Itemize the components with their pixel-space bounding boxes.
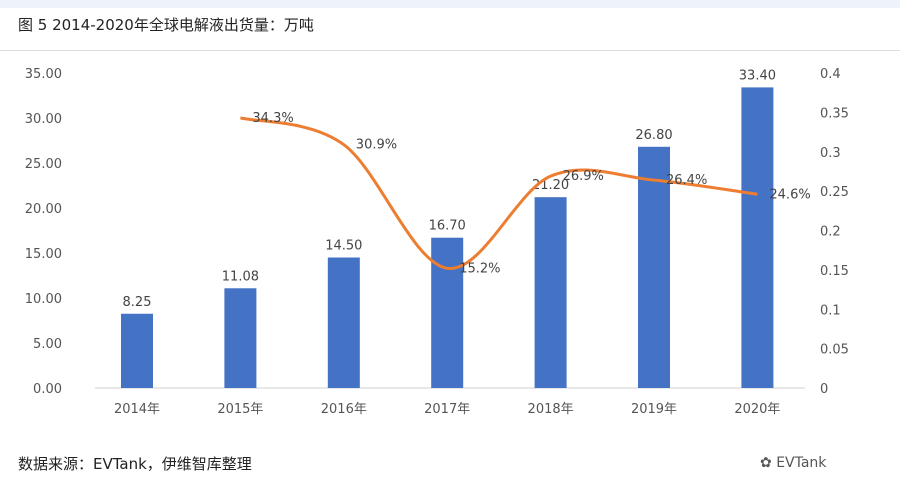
line-label: 34.3%	[252, 111, 293, 126]
top-bar	[0, 0, 900, 8]
x-tick: 2014年	[114, 402, 160, 417]
bar	[534, 197, 567, 388]
y-right-tick: 0.15	[820, 264, 849, 279]
bar	[121, 313, 153, 388]
bar-label: 33.40	[739, 68, 776, 83]
x-tick: 2020年	[734, 402, 780, 417]
y-right-tick: 0.35	[820, 106, 849, 121]
bar	[224, 288, 257, 388]
x-tick: 2018年	[528, 402, 574, 417]
y-right-tick: 0.1	[820, 303, 841, 318]
bar-label: 8.25	[123, 295, 152, 310]
y-left-tick: 10.00	[25, 292, 62, 307]
y-right-tick: 0.25	[820, 185, 849, 200]
y-right-tick: 0	[820, 382, 828, 397]
y-left-tick: 20.00	[25, 202, 62, 217]
bar-label: 16.70	[429, 219, 466, 234]
bar-label: 26.80	[635, 128, 672, 143]
y-left-tick: 5.00	[33, 337, 62, 352]
x-tick: 2016年	[321, 402, 367, 417]
y-left-tick: 15.00	[25, 247, 62, 262]
y-left-tick: 35.00	[25, 67, 62, 82]
divider	[0, 50, 900, 51]
wechat-label: EVTank	[776, 455, 827, 471]
x-tick: 2019年	[631, 402, 677, 417]
wechat-account: ✿ EVTank	[760, 455, 826, 471]
wechat-icon: ✿	[760, 455, 777, 471]
x-tick: 2017年	[424, 402, 470, 417]
y-right-tick: 0.05	[820, 343, 849, 358]
y-right-tick: 0.4	[820, 67, 841, 82]
source-note: 数据来源：EVTank，伊维智库整理	[18, 455, 252, 473]
bar	[431, 237, 464, 388]
line-label: 15.2%	[459, 261, 500, 276]
line-label: 30.9%	[356, 138, 397, 153]
growth-line	[240, 116, 758, 270]
bar	[638, 146, 670, 388]
bar	[327, 257, 360, 388]
x-tick: 2015年	[217, 402, 263, 417]
y-right-tick: 0.3	[820, 146, 841, 161]
chart-title: 图 5 2014-2020年全球电解液出货量：万吨	[18, 16, 314, 34]
bar	[741, 87, 774, 389]
y-right-tick: 0.2	[820, 225, 841, 240]
line-label: 26.9%	[563, 169, 604, 184]
y-left-tick: 25.00	[25, 157, 62, 172]
y-left-tick: 0.00	[33, 382, 62, 397]
bar-label: 11.08	[222, 269, 259, 284]
y-left-tick: 30.00	[25, 112, 62, 127]
line-label: 26.4%	[666, 173, 707, 188]
bar-label: 14.50	[325, 239, 362, 254]
line-label: 24.6%	[769, 187, 810, 202]
